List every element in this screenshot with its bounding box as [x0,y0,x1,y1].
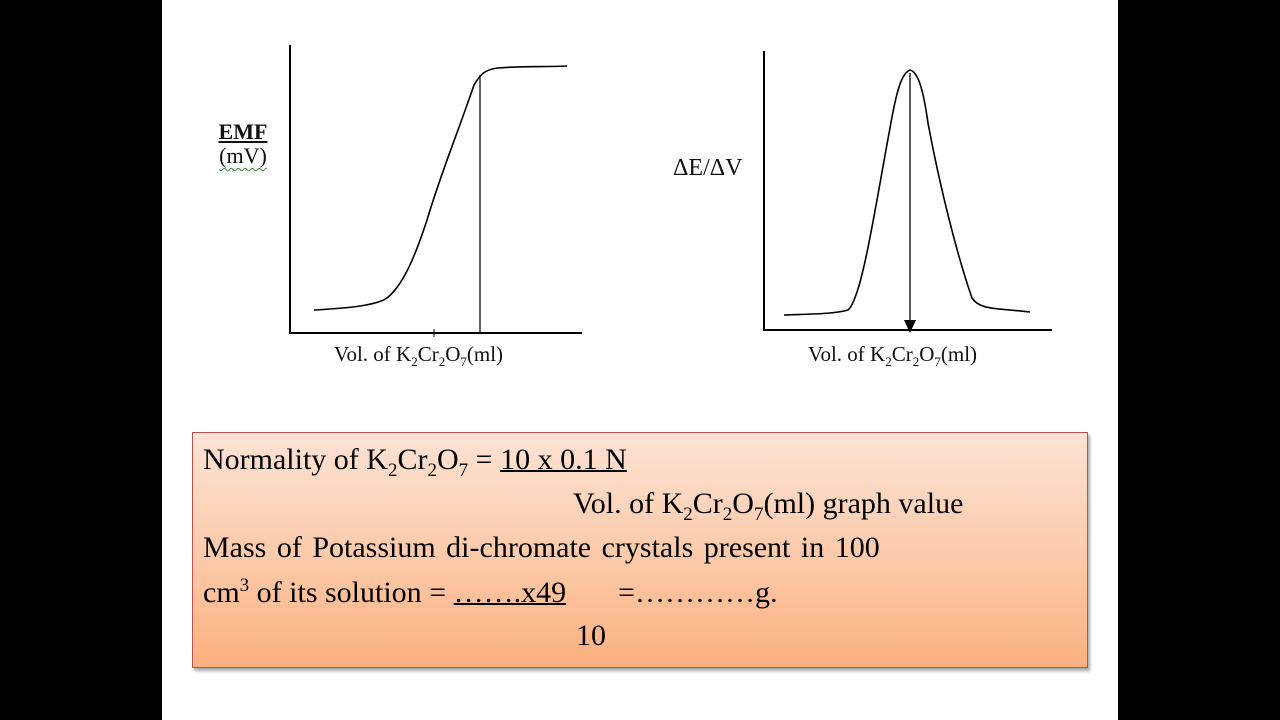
volume-denominator-line: Vol. of K2Cr2O7(ml) graph value [573,487,964,525]
peak-arrow-head [904,320,916,333]
solution-line: cm3 of its solution = …….x49 =…………g. [203,575,778,609]
formula-box: Normality of K2Cr2O7 = 10 x 0.1 N Vol. o… [192,432,1088,668]
emf-label-unit: (mV) [219,143,267,169]
normality-numerator: 10 x 0.1 N [500,443,627,476]
mass-line: Mass of Potassium di-chromate crystals p… [203,531,880,564]
emf-x-axis-label: Vol. of K2Cr2O7(ml) [334,342,504,370]
derivative-graph [763,51,1052,333]
emf-label-title: EMF [218,119,268,144]
mass-denominator: 10 [576,619,606,652]
mass-numerator: …….x49 [453,576,567,609]
derivative-peak-curve [783,69,1031,316]
emf-curve [313,65,568,311]
emf-graph [289,45,582,337]
slide: EMF (mV) Vol. of K2Cr2O7(ml) ΔE/ΔV Vol. … [162,0,1118,720]
emf-axis-label: EMF (mV) [208,119,278,169]
derivative-x-axis-label: Vol. of K2Cr2O7(ml) [808,342,978,370]
delta-e-delta-v-axis-label: ΔE/ΔV [673,155,743,181]
normality-line: Normality of K2Cr2O7 = 10 x 0.1 N [203,443,627,481]
